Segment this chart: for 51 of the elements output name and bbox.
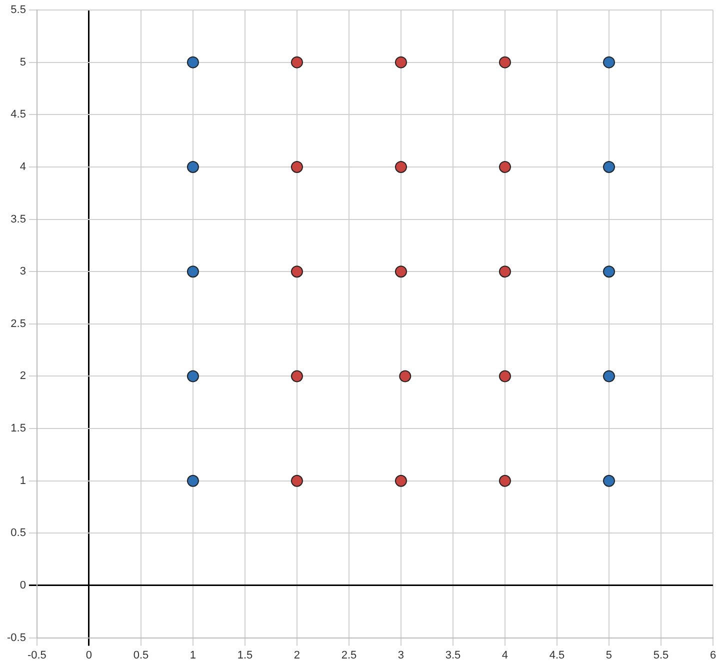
point xyxy=(498,474,511,487)
point xyxy=(290,160,303,173)
y-tick-label: 3.5 xyxy=(10,213,26,226)
point xyxy=(498,370,511,382)
point xyxy=(186,266,199,278)
point xyxy=(186,474,199,487)
point xyxy=(602,370,615,382)
y-tick-label: 1.5 xyxy=(10,422,26,435)
x-tick-label: 6 xyxy=(710,649,716,662)
y-tick-label: 5 xyxy=(20,56,26,68)
point xyxy=(186,160,199,173)
point xyxy=(290,370,303,382)
point xyxy=(186,56,199,68)
x-tick-label: 0 xyxy=(86,649,92,662)
x-tick-label: 1 xyxy=(190,649,196,662)
y-tick-label: 1 xyxy=(20,474,26,487)
point xyxy=(602,160,615,173)
point xyxy=(394,56,407,68)
y-tick-label: 0 xyxy=(20,580,26,592)
point xyxy=(498,56,511,68)
point xyxy=(290,56,303,68)
point xyxy=(290,474,303,487)
point xyxy=(602,266,615,278)
x-tick-label: 1.5 xyxy=(237,649,253,662)
y-tick-label: -0.5 xyxy=(6,632,26,644)
point xyxy=(394,474,407,487)
y-tick-label: 4 xyxy=(20,160,26,173)
y-tick-label: 3 xyxy=(20,266,26,278)
x-tick-label: 4.5 xyxy=(549,649,565,662)
y-tick-label: 2.5 xyxy=(10,318,26,330)
point xyxy=(394,160,407,173)
y-tick-label: 4.5 xyxy=(10,108,26,121)
y-tick-label: 5.5 xyxy=(10,4,26,16)
point xyxy=(290,266,303,278)
x-tick-label: 5.5 xyxy=(653,649,669,662)
point xyxy=(602,56,615,68)
point xyxy=(186,370,199,382)
point xyxy=(498,266,511,278)
x-tick-label: 2 xyxy=(294,649,300,662)
y-tick-label: 0.5 xyxy=(10,527,26,540)
x-tick-label: 5 xyxy=(606,649,612,662)
point xyxy=(498,160,511,173)
point xyxy=(399,370,412,382)
point xyxy=(394,266,407,278)
x-tick-label: 0.5 xyxy=(133,649,149,662)
y-tick-label: 2 xyxy=(20,370,26,382)
point xyxy=(602,474,615,487)
x-tick-label: 3 xyxy=(398,649,404,662)
x-tick-label: 4 xyxy=(502,649,508,662)
x-tick-label: 2.5 xyxy=(341,649,357,662)
x-tick-label: 3.5 xyxy=(445,649,461,662)
